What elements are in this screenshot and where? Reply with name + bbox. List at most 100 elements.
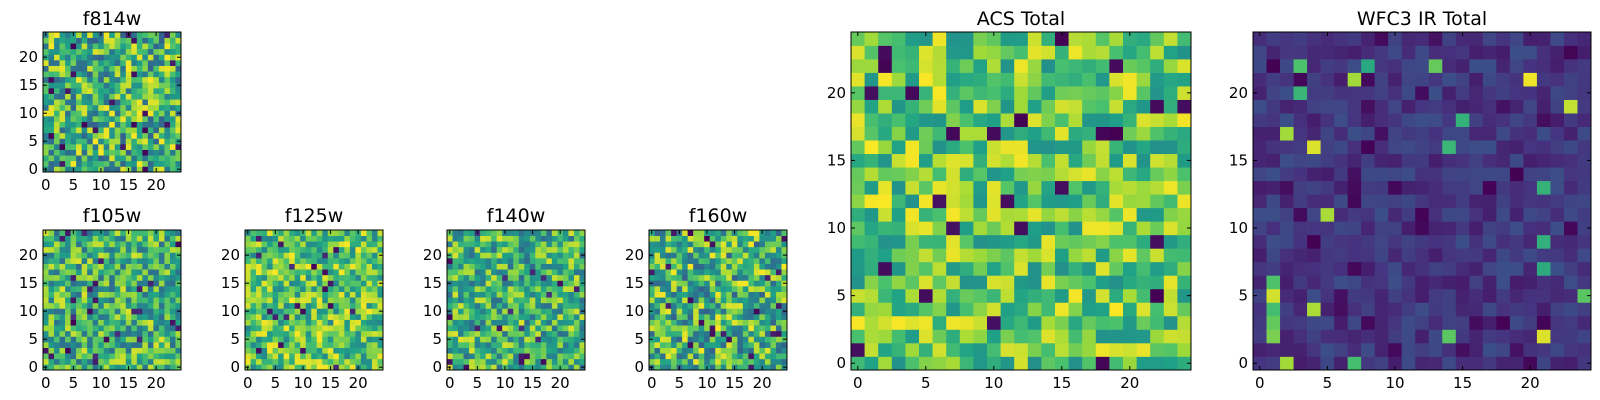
heatmap-cell <box>693 342 700 348</box>
heatmap-cell <box>153 132 160 139</box>
heatmap-cell <box>781 347 788 354</box>
y-tick-label: 10 <box>625 302 644 320</box>
heatmap-cell <box>1374 261 1389 276</box>
heatmap-cell <box>753 230 760 236</box>
heatmap-cell <box>136 347 143 354</box>
heatmap-cell <box>1388 234 1403 249</box>
heatmap-cell <box>245 291 251 298</box>
heatmap-cell <box>70 132 77 139</box>
heatmap-cell <box>1266 221 1281 236</box>
heatmap-cell <box>164 132 171 139</box>
heatmap-cell <box>704 353 711 360</box>
heatmap-cell <box>1577 248 1592 263</box>
y-tick-label: 0 <box>634 358 644 376</box>
heatmap-cell <box>715 291 722 298</box>
heatmap-cell <box>338 230 345 236</box>
heatmap-cell <box>158 132 165 139</box>
heatmap-cell <box>65 166 71 173</box>
heatmap-cell <box>485 263 492 270</box>
heatmap-cell <box>452 235 459 242</box>
heatmap-cell <box>1253 194 1267 209</box>
heatmap-cell <box>322 353 329 360</box>
heatmap-cell <box>1550 221 1565 236</box>
heatmap-cell <box>65 364 71 371</box>
heatmap-cell <box>1293 140 1308 155</box>
heatmap-cell <box>671 263 677 270</box>
heatmap-cell <box>70 302 77 309</box>
heatmap-cell <box>568 319 575 326</box>
heatmap-cell <box>59 342 66 348</box>
heatmap-cell <box>891 342 906 357</box>
heatmap-cell <box>245 314 251 320</box>
heatmap-cell <box>1095 99 1110 114</box>
heatmap-cell <box>169 342 176 348</box>
heatmap-cell <box>742 252 749 259</box>
heatmap-cell <box>1509 126 1524 141</box>
heatmap-cell <box>267 308 273 315</box>
heatmap-cell <box>109 138 116 145</box>
heatmap-cell <box>131 314 138 320</box>
panel-acs-total: ACS Total 0 5 10 15 20 0 5 10 15 20 <box>827 8 1192 392</box>
heatmap-cell <box>507 358 514 365</box>
heatmap-cell <box>164 364 171 371</box>
heatmap-cell <box>1000 288 1015 303</box>
heatmap-cell <box>1320 248 1335 263</box>
heatmap-cell <box>272 347 279 354</box>
heatmap-cell <box>546 258 553 264</box>
heatmap-cell <box>764 364 771 371</box>
heatmap-cell <box>1109 153 1124 168</box>
heatmap-cell <box>905 113 920 127</box>
heatmap-cell <box>250 336 257 343</box>
heatmap-cell <box>300 274 307 281</box>
heatmap-cell <box>1266 356 1281 371</box>
heatmap-cell <box>1293 99 1308 114</box>
heatmap-cell <box>946 315 961 330</box>
heatmap-cell <box>98 155 105 162</box>
heatmap-cell <box>447 235 453 242</box>
heatmap-cell <box>43 325 49 332</box>
heatmap-cell <box>1041 194 1056 209</box>
heatmap-cell <box>1055 167 1069 182</box>
heatmap-cell <box>535 274 542 281</box>
heatmap-cell <box>48 65 55 72</box>
heatmap-cell <box>753 252 760 259</box>
x-tick-label: 5 <box>69 374 79 392</box>
heatmap-cell <box>48 280 55 287</box>
heatmap-cell <box>65 230 71 236</box>
heatmap-cell <box>311 241 318 248</box>
heatmap-cell <box>1177 194 1192 209</box>
heatmap-cell <box>987 194 1001 209</box>
heatmap-cell <box>344 280 351 287</box>
heatmap-cell <box>1163 59 1178 73</box>
heatmap-cell <box>1109 167 1124 182</box>
heatmap-cell <box>770 274 777 281</box>
heatmap-cell <box>76 60 82 66</box>
heatmap-cell <box>360 297 367 304</box>
heatmap-cell <box>1496 86 1511 100</box>
heatmap-cell <box>59 82 66 89</box>
heatmap-cell <box>278 241 284 248</box>
heatmap-cell <box>480 358 486 365</box>
heatmap-cell <box>1320 86 1335 100</box>
heatmap-cell <box>1253 153 1267 168</box>
heatmap-cell <box>452 258 459 264</box>
heatmap-cell <box>311 302 318 309</box>
heatmap-cell <box>1550 342 1565 357</box>
heatmap-cell <box>1550 180 1565 195</box>
heatmap-cell <box>1401 261 1416 276</box>
heatmap-cell <box>905 342 920 357</box>
heatmap-cell <box>87 116 94 122</box>
heatmap-cell <box>1455 45 1470 60</box>
heatmap-cell <box>1361 248 1376 263</box>
heatmap-cell <box>932 180 947 195</box>
heatmap-cell <box>98 347 105 354</box>
heatmap-cell <box>355 342 362 348</box>
heatmap-cell <box>715 269 722 276</box>
heatmap-cell <box>671 302 677 309</box>
heatmap-cell <box>158 353 165 360</box>
heatmap-cell <box>770 280 777 287</box>
heatmap-cell <box>1041 45 1056 60</box>
heatmap-cell <box>366 347 373 354</box>
heatmap-cell <box>579 230 586 236</box>
heatmap-cell <box>1150 126 1165 141</box>
